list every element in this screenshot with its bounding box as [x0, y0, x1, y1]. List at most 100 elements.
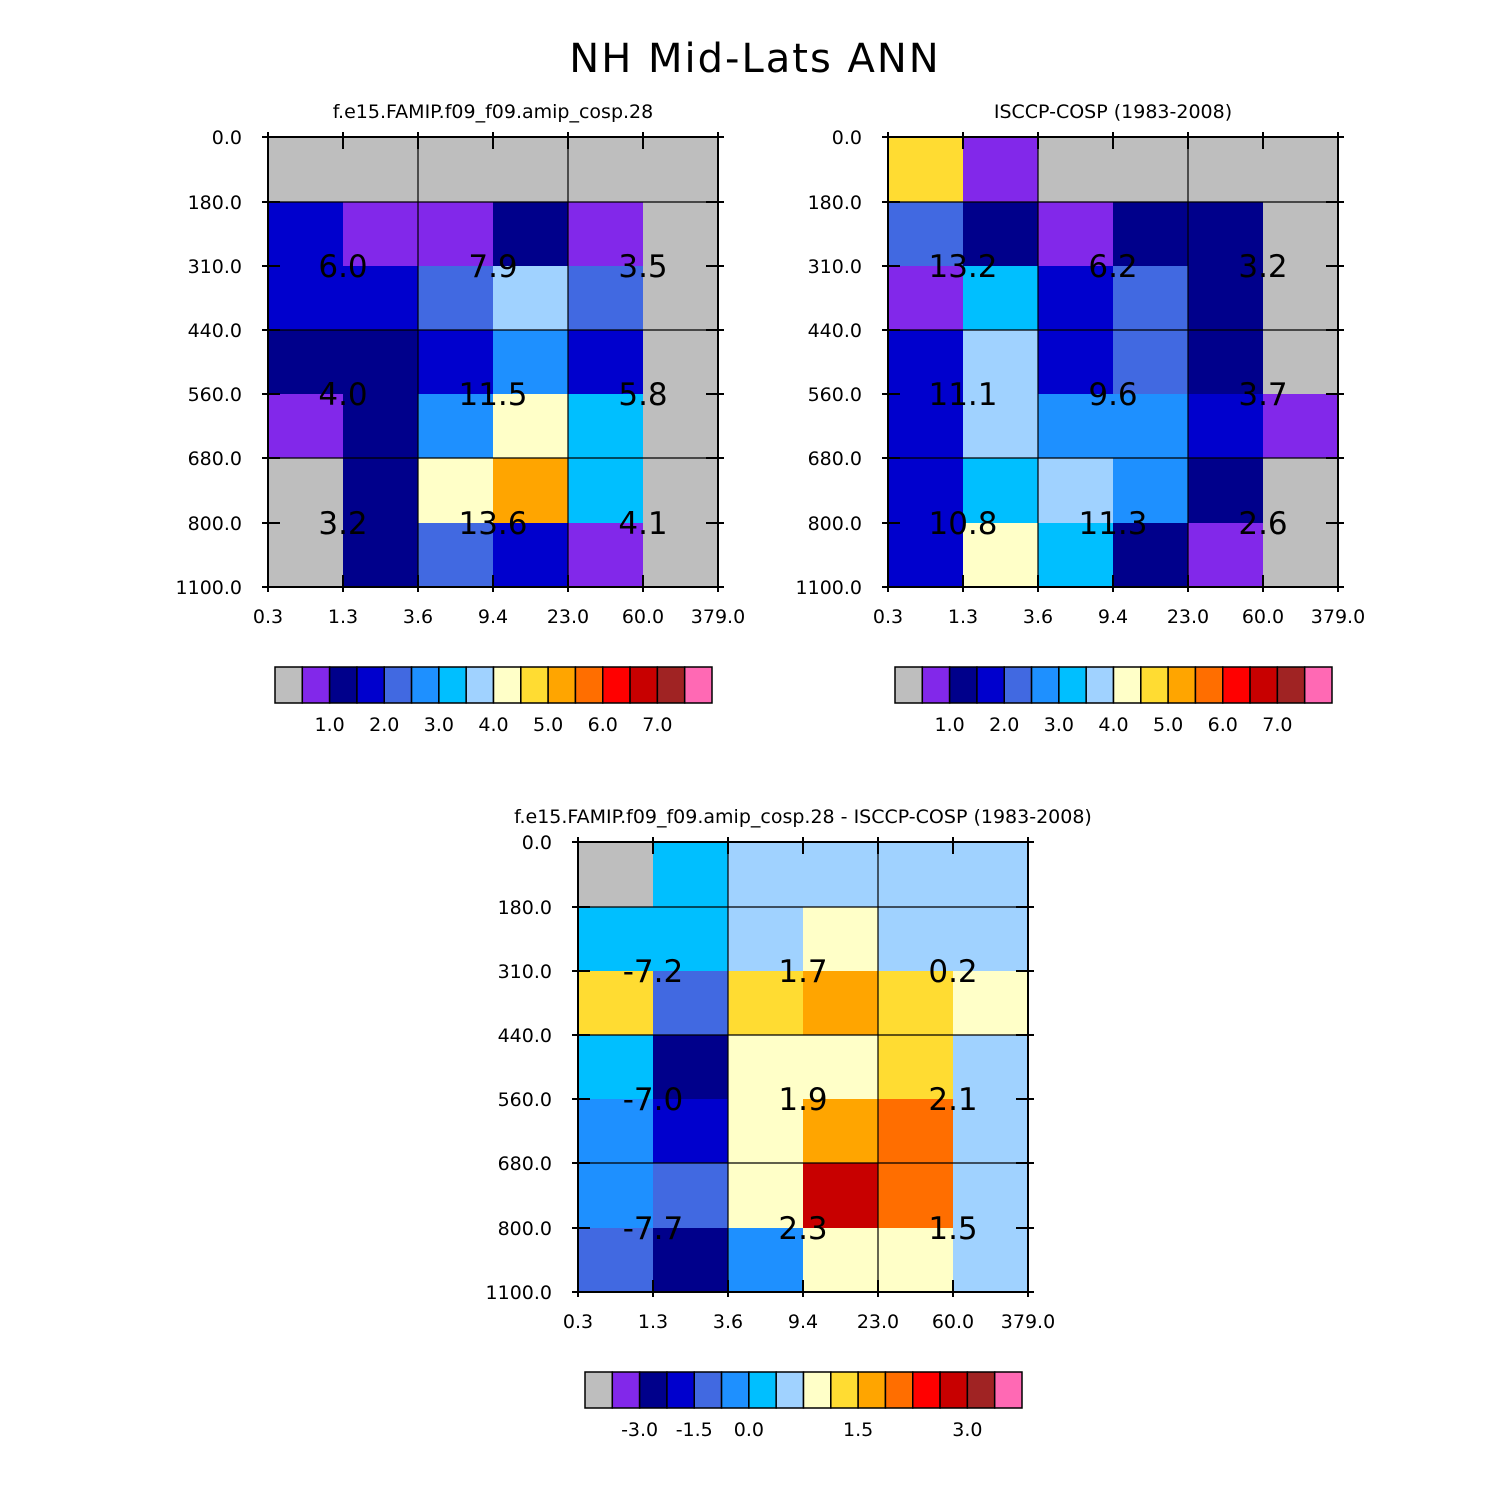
colorbar-swatch — [602, 666, 631, 704]
cell-value-label: 11.5 — [458, 377, 527, 413]
heatmap-cell — [803, 842, 879, 908]
cell-value-label: 0.2 — [928, 954, 977, 990]
colorbar-swatch — [857, 1371, 887, 1409]
colorbar-swatch — [1003, 666, 1033, 704]
panel-observations: ISCCP-COSP (1983-2008) 0.3 1.3 3.6 9.4 23.0 60… — [796, 101, 1366, 736]
heatmap-cell — [653, 1035, 729, 1100]
colorbar-swatch — [1140, 666, 1169, 704]
colorbar-label: 4.0 — [1098, 714, 1128, 736]
cell-value-label: 9.6 — [1088, 377, 1137, 413]
heatmap-cell — [418, 394, 494, 459]
colorbar-swatch — [993, 1371, 1023, 1409]
colorbar-swatch — [1249, 666, 1279, 704]
colorbar-swatch — [720, 1371, 750, 1409]
heatmap-cell — [1038, 523, 1114, 588]
colorbar-swatch — [1058, 666, 1087, 704]
colorbar-swatch — [438, 666, 467, 704]
heatmap-cell — [1113, 202, 1189, 267]
heatmap-cell — [1113, 394, 1189, 459]
x-tick-label: 0.3 — [253, 606, 283, 628]
colorbar-swatch — [1194, 666, 1224, 704]
heatmap-cell — [728, 842, 804, 908]
colorbar-swatch — [693, 1371, 723, 1409]
heatmap-cell — [268, 523, 344, 588]
heatmap-cell — [963, 202, 1039, 267]
colorbar-label: 3.0 — [424, 714, 454, 736]
heatmap-cell — [343, 330, 419, 395]
heatmap-cell — [418, 266, 494, 331]
colorbar-label: 5.0 — [1153, 714, 1183, 736]
heatmap-cell — [578, 1228, 654, 1293]
colorbar-swatch — [328, 666, 358, 704]
y-tick-label: 440.0 — [188, 320, 242, 342]
heatmap-cell — [888, 266, 964, 331]
x-tick-label: 379.0 — [1311, 606, 1365, 628]
heatmap-cell — [963, 523, 1039, 588]
heatmap-cell — [1188, 458, 1264, 524]
heatmap-cell — [728, 971, 804, 1036]
heatmap-cell — [418, 523, 494, 588]
colorbar-swatch — [1112, 666, 1142, 704]
colorbar-swatch — [410, 666, 440, 704]
heatmap-cell — [1038, 330, 1114, 395]
y-tick-label: 680.0 — [498, 1153, 552, 1175]
colorbar-swatch — [638, 1371, 668, 1409]
colorbar-swatch — [894, 666, 924, 704]
y-tick-label: 1100.0 — [486, 1282, 552, 1304]
cell-value-label: 6.2 — [1088, 249, 1137, 285]
colorbar-swatch — [976, 666, 1005, 704]
cell-value-label: 11.3 — [1078, 506, 1147, 542]
cell-value-label: 11.1 — [928, 377, 997, 413]
colorbar-label: 7.0 — [642, 714, 672, 736]
colorbar-swatch — [966, 1371, 996, 1409]
colorbar-swatch — [492, 666, 522, 704]
heatmap-cell — [1113, 523, 1189, 588]
heatmap-cell — [643, 266, 719, 331]
heatmap-cell — [1038, 394, 1114, 459]
colorbar-swatch — [939, 1371, 969, 1409]
heatmap-cell — [878, 1099, 954, 1164]
x-tick-label: 0.3 — [873, 606, 903, 628]
x-tick-label: 9.4 — [478, 606, 508, 628]
colorbar-swatch — [520, 666, 549, 704]
y-tick-label: 0.0 — [832, 127, 862, 149]
cell-value-label: 3.2 — [1238, 249, 1287, 285]
heatmap-cell — [343, 523, 419, 588]
colorbar-label: 6.0 — [1208, 714, 1238, 736]
heatmap-cell — [1113, 137, 1189, 203]
heatmap-cell — [578, 1099, 654, 1164]
heatmap-cell — [1188, 330, 1264, 395]
panel-model: f.e15.FAMIP.f09_f09.amip_cosp.28 0.3 1.3 3.… — [176, 101, 746, 736]
heatmap-cell — [1263, 523, 1339, 588]
colorbar-swatch — [1085, 666, 1115, 704]
heatmap-cell — [963, 266, 1039, 331]
colorbar-swatch — [921, 666, 951, 704]
colorbar-label: 1.5 — [843, 1419, 873, 1441]
cell-value-label: 2.1 — [928, 1082, 977, 1118]
heatmap-cell — [1113, 266, 1189, 331]
heatmap-cell — [343, 137, 419, 203]
heatmap-cell — [653, 1099, 729, 1164]
heatmap-cell — [493, 202, 569, 267]
cell-value-label: 7.9 — [468, 249, 517, 285]
heatmap-cell — [803, 907, 879, 972]
colorbar-swatch — [830, 1371, 859, 1409]
cell-value-label: 13.2 — [928, 249, 997, 285]
heatmap-cell — [728, 907, 804, 972]
heatmap-cell — [653, 971, 729, 1036]
y-tick-label: 1100.0 — [796, 577, 862, 599]
x-tick-label: 60.0 — [1242, 606, 1284, 628]
colorbar-swatch — [948, 666, 978, 704]
heatmap-cell — [568, 137, 644, 203]
colorbar-label: 1.0 — [935, 714, 965, 736]
cell-value-label: 3.2 — [318, 506, 367, 542]
x-tick-label: 1.3 — [328, 606, 358, 628]
x-tick-label: 23.0 — [1167, 606, 1209, 628]
cell-value-label: -7.2 — [623, 954, 684, 990]
heatmap-cell — [568, 266, 644, 331]
x-tick-label: 9.4 — [1098, 606, 1128, 628]
heatmap-cell — [418, 202, 494, 267]
heatmap-cell — [1188, 137, 1264, 203]
heatmap-cell — [728, 1163, 804, 1229]
